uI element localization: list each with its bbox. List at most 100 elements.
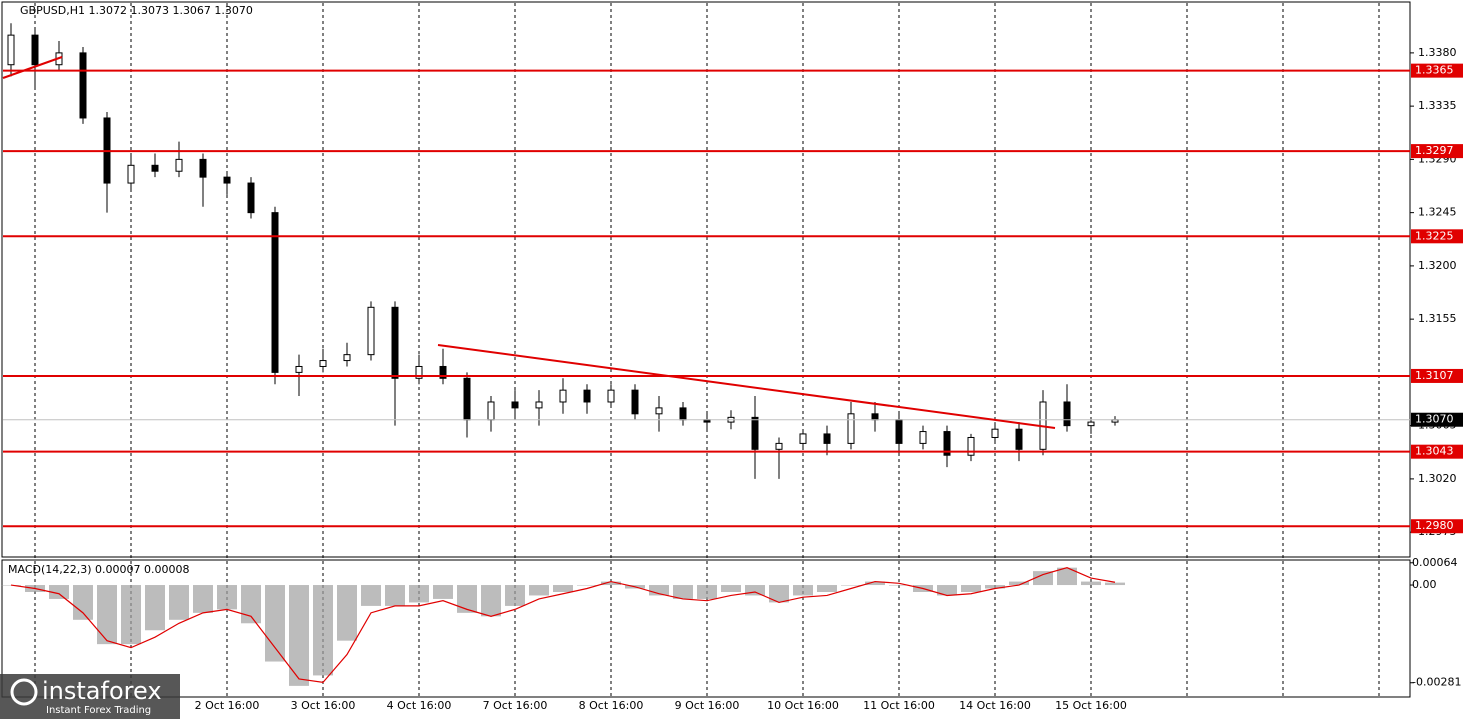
macd-bar (745, 585, 765, 596)
trend-line (2, 56, 63, 79)
candle-body (319, 360, 327, 367)
candle-body (367, 306, 375, 356)
macd-bar (769, 585, 789, 603)
level-label: 1.3043 (1415, 445, 1454, 458)
level-box (1411, 368, 1463, 383)
level-label: 1.3107 (1415, 369, 1454, 382)
y-tick-label: -0.00281 (1412, 676, 1461, 689)
candle-body (847, 413, 855, 444)
chart-title: GBPUSD,H1 1.3072 1.3073 1.3067 1.3070 (20, 4, 253, 17)
x-tick-label: 3 Oct 16:00 (291, 699, 356, 712)
macd-bar (721, 585, 741, 592)
macd-bar (337, 585, 357, 641)
candle-body (199, 158, 207, 178)
x-tick-label: 15 Oct 16:00 (1055, 699, 1127, 712)
candle-body (583, 389, 591, 403)
macd-bar (121, 585, 141, 645)
macd-bar (505, 585, 525, 606)
macd-bar (289, 585, 309, 686)
candle-body (271, 212, 279, 373)
macd-bar (793, 585, 813, 596)
logo-icon (10, 678, 38, 706)
candle-body (871, 413, 879, 421)
x-tick-label: 11 Oct 16:00 (863, 699, 935, 712)
macd-bar (73, 585, 93, 620)
macd-bar (169, 585, 189, 620)
candle-body (151, 164, 159, 172)
candle-body (463, 377, 471, 421)
candle-body (1015, 428, 1023, 450)
level-box (1411, 63, 1463, 78)
macd-bar (265, 585, 285, 662)
macd-bar (433, 585, 453, 599)
macd-bar (529, 585, 549, 596)
y-tick-label: 1.3245 (1418, 206, 1457, 219)
candle-body (799, 433, 807, 444)
candle-body (655, 407, 663, 415)
level-label: 1.2980 (1415, 519, 1454, 532)
candle-body (679, 407, 687, 421)
logo-tagline: Instant Forex Trading (46, 705, 151, 716)
macd-bar (1057, 567, 1077, 586)
candle-body (607, 389, 615, 403)
candle-body (391, 306, 399, 379)
macd-bar (697, 585, 717, 599)
y-tick-label: 0.00 (1412, 578, 1437, 591)
x-tick-label: 8 Oct 16:00 (579, 699, 644, 712)
macd-bar (97, 585, 117, 645)
macd-signal-line (10, 567, 1116, 684)
macd-bar (817, 585, 837, 592)
macd-bar (241, 585, 261, 624)
level-label: 1.3365 (1415, 64, 1454, 77)
macd-bar (841, 585, 861, 586)
macd-bar (577, 585, 597, 586)
candle-body (439, 365, 447, 379)
level-label: 1.3225 (1415, 229, 1454, 242)
macd-bar (673, 585, 693, 599)
macd-title: MACD(14,22,3) 0.00007 0.00008 (8, 563, 190, 576)
candle-body (223, 176, 231, 184)
macd-bar (385, 585, 405, 606)
candle-body (991, 428, 999, 438)
candle-body (535, 401, 543, 409)
y-tick-label: 1.3380 (1418, 46, 1457, 59)
candle-body (415, 365, 423, 379)
logo-name: instaforex (42, 677, 162, 705)
trend-line (437, 344, 1056, 429)
y-tick-label: 1.3020 (1418, 472, 1457, 485)
macd-bar (313, 585, 333, 676)
x-tick-label: 9 Oct 16:00 (675, 699, 740, 712)
candle-body (1063, 401, 1071, 427)
candle-body (79, 52, 87, 119)
macd-bar (1033, 571, 1053, 586)
macd-bar (601, 581, 621, 586)
candle-body (823, 433, 831, 444)
macd-bar (961, 585, 981, 592)
candle-body (7, 34, 15, 66)
candle-body (775, 442, 783, 450)
macd-bar (361, 585, 381, 606)
macd-bar (409, 585, 429, 603)
macd-bar (1081, 581, 1101, 586)
level-box (1411, 144, 1463, 159)
candle-body (919, 431, 927, 444)
level-label: 1.3297 (1415, 144, 1454, 157)
candle-body (943, 431, 951, 456)
y-tick-label: 1.3200 (1418, 259, 1457, 272)
x-tick-label: 2 Oct 16:00 (195, 699, 260, 712)
candle-body (31, 34, 39, 66)
candle-body (559, 389, 567, 403)
last-price-box (1411, 412, 1463, 427)
candle-body (751, 416, 759, 450)
macd-bar (49, 585, 69, 599)
macd-bar (553, 585, 573, 592)
macd-bar (1105, 582, 1125, 586)
x-tick-label: 10 Oct 16:00 (767, 699, 839, 712)
y-tick-label: 0.00064 (1412, 556, 1458, 569)
macd-bar (1009, 581, 1029, 586)
candle-body (343, 354, 351, 362)
x-tick-label: 14 Oct 16:00 (959, 699, 1031, 712)
level-box (1411, 444, 1463, 459)
candle-body (511, 401, 519, 409)
price-panel (1, 1, 1411, 558)
